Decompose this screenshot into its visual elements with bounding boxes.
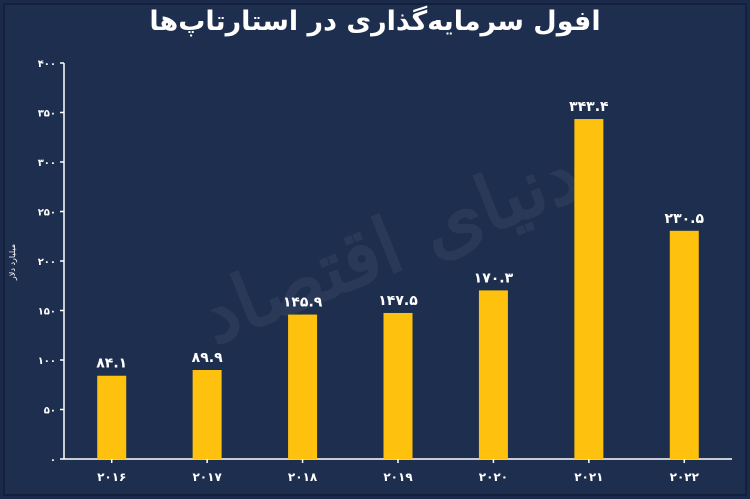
x-tick-label: ۲۰۱۷ — [192, 470, 222, 484]
y-tick-label: ۲۵۰ — [38, 208, 56, 219]
x-tick-label: ۲۰۱۶ — [97, 470, 126, 484]
bars: ۸۴.۱ ۸۹.۹ ۱۴۵.۹ ۱۴۷.۵ ۱۷۰.۳ ۳۴۳.۴ ۲۳۰.۵ — [96, 99, 704, 459]
y-tick-label: ۰ — [50, 455, 56, 466]
bar — [478, 290, 508, 459]
x-tick-label: ۲۰۱۹ — [383, 470, 413, 484]
y-tick-label: ۳۰۰ — [38, 158, 56, 169]
data-label: ۱۷۰.۳ — [474, 270, 514, 286]
y-axis-ticks: ۰ ۵۰ ۱۰۰ ۱۵۰ ۲۰۰ ۲۵۰ ۳۰۰ ۳۵۰ ۴۰۰ — [38, 59, 64, 466]
data-label: ۱۴۷.۵ — [378, 293, 418, 309]
y-tick-label: ۱۰۰ — [38, 356, 56, 367]
x-tick-label: ۲۰۲۱ — [574, 470, 603, 484]
data-label: ۲۳۰.۵ — [665, 211, 705, 227]
bar — [192, 369, 222, 459]
y-axis-title: میلیارد دلار — [8, 244, 17, 281]
x-tick-label: ۲۰۲۰ — [479, 470, 508, 484]
data-label: ۸۴.۱ — [96, 356, 127, 372]
x-tick-label: ۲۰۱۸ — [288, 470, 318, 484]
y-tick-label: ۳۵۰ — [38, 109, 56, 120]
data-label: ۱۴۵.۹ — [283, 295, 323, 311]
y-tick-label: ۵۰ — [44, 406, 56, 417]
data-label: ۳۴۳.۴ — [569, 99, 609, 115]
y-tick-label: ۲۰۰ — [38, 257, 56, 268]
bar — [288, 314, 318, 459]
bar — [669, 230, 699, 459]
data-label: ۸۹.۹ — [192, 350, 223, 366]
chart-title: افول سرمایه‌گذاری در استارتاپ‌ها — [149, 6, 601, 37]
y-tick-label: ۴۰۰ — [38, 59, 56, 70]
chart-frame — [3, 3, 747, 496]
x-tick-label: ۲۰۲۲ — [670, 470, 700, 484]
bar — [97, 375, 127, 459]
bar — [383, 312, 413, 459]
x-axis-labels: ۲۰۱۶ ۲۰۱۷ ۲۰۱۸ ۲۰۱۹ ۲۰۲۰ ۲۰۲۱ ۲۰۲۲ — [97, 459, 700, 484]
bar — [574, 119, 604, 459]
y-tick-label: ۱۵۰ — [38, 307, 56, 318]
